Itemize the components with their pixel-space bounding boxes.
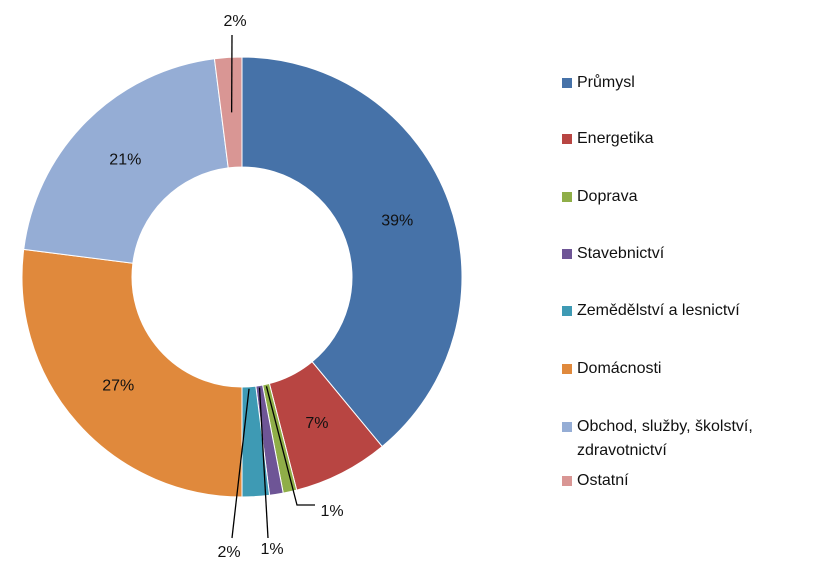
data-label: 2% [223, 13, 246, 30]
donut-slice [21, 248, 243, 498]
legend-label: Domácnosti [577, 360, 662, 377]
legend-label: Obchod, služby, školství, zdravotnictví [577, 418, 753, 459]
legend-swatch [562, 192, 572, 202]
data-label: 7% [305, 415, 328, 432]
legend-item: Ostatní [562, 469, 827, 493]
donut-slice [241, 56, 463, 448]
donut-slice [213, 56, 243, 169]
legend-item: Zemědělství a lesnictví [562, 299, 827, 323]
donut-slice [23, 58, 229, 264]
legend-item: Obchod, služby, školství, zdravotnictví [562, 415, 827, 463]
legend-swatch [562, 422, 572, 432]
legend-label: Ostatní [577, 472, 629, 489]
data-label: 1% [320, 503, 343, 520]
leader-line [265, 386, 315, 506]
legend-swatch [562, 249, 572, 259]
legend-swatch [562, 364, 572, 374]
data-label: 2% [217, 544, 240, 561]
legend-label: Doprava [577, 188, 638, 205]
legend-item: Stavebnictví [562, 242, 827, 266]
legend-label: Průmysl [577, 74, 635, 91]
leader-line [231, 388, 250, 539]
legend-swatch [562, 306, 572, 316]
legend-item: Energetika [562, 127, 827, 151]
data-label: 27% [102, 377, 134, 394]
leader-line [258, 387, 269, 539]
data-label: 1% [260, 541, 283, 558]
legend-label: Stavebnictví [577, 245, 665, 262]
legend-label: Zemědělství a lesnictví [577, 302, 740, 319]
data-label: 39% [381, 212, 413, 229]
legend-item: Průmysl [562, 71, 827, 95]
legend-label: Energetika [577, 130, 654, 147]
data-label: 21% [109, 152, 141, 169]
legend-swatch [562, 134, 572, 144]
legend-item: Domácnosti [562, 357, 827, 381]
legend-swatch [562, 78, 572, 88]
legend-swatch [562, 476, 572, 486]
legend-item: Doprava [562, 185, 827, 209]
